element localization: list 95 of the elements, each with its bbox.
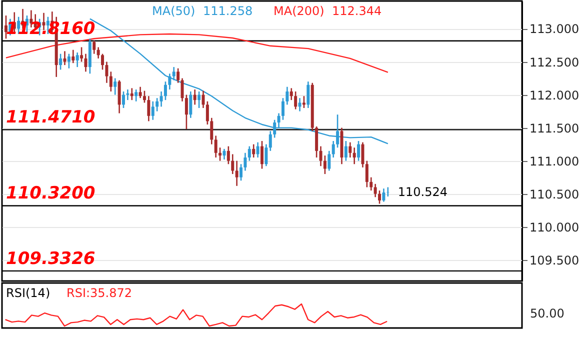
candlestick	[76, 52, 79, 68]
candlestick	[286, 86, 289, 106]
candlestick	[298, 97, 302, 112]
text: RSI:35.872	[66, 286, 132, 300]
candlestick	[180, 78, 184, 102]
candlestick	[306, 80, 310, 109]
candlestick	[72, 49, 75, 64]
candlestick	[164, 80, 167, 101]
candlestick	[290, 88, 293, 101]
candlestick	[226, 146, 230, 165]
candlestick	[240, 163, 243, 182]
candlestick	[84, 53, 88, 72]
candlestick	[218, 146, 222, 162]
candlestick	[147, 95, 150, 122]
ref-line-label: 109.3326	[6, 248, 96, 269]
candlestick	[96, 46, 100, 60]
candlestick	[248, 146, 251, 162]
candlestick	[202, 90, 205, 109]
text: 50.00	[530, 306, 564, 320]
candlestick	[294, 90, 298, 110]
y-tick-label: 110.000	[530, 220, 580, 234]
annotation: 112.344	[332, 4, 382, 18]
y-tick-label: 110.500	[530, 187, 580, 202]
annotation: 110.524	[398, 185, 448, 200]
candlestick	[126, 88, 130, 101]
candlestick	[268, 130, 272, 152]
candlestick	[63, 50, 66, 66]
candlestick	[252, 144, 256, 158]
candlestick	[365, 160, 368, 188]
candlestick	[114, 78, 117, 96]
candlestick	[109, 71, 112, 92]
candlestick	[142, 90, 146, 104]
candlestick	[281, 97, 284, 121]
y-tick-label: 112.500	[530, 55, 580, 70]
y-tick-label: 111.500	[530, 121, 580, 136]
candlestick	[105, 61, 108, 84]
candlestick	[328, 150, 331, 172]
candlestick	[302, 95, 306, 109]
text: MA(50)	[152, 4, 196, 18]
candlestick	[256, 142, 260, 158]
candlestick	[134, 88, 138, 102]
candlestick	[168, 72, 172, 90]
candlestick	[193, 88, 196, 106]
candlestick	[206, 100, 209, 126]
candlestick	[156, 97, 159, 112]
candlestick	[176, 68, 180, 84]
candlestick	[344, 140, 348, 162]
candlestick	[357, 140, 360, 162]
candlestick	[184, 94, 188, 130]
y-tick-label: 111.000	[530, 154, 580, 168]
candlestick	[138, 86, 142, 99]
candlestick	[210, 117, 214, 145]
candlestick	[122, 90, 125, 109]
line-series	[5, 33, 389, 73]
candlestick	[67, 53, 70, 70]
chart-title: RSI(14)	[6, 286, 50, 300]
candlestick	[160, 90, 163, 108]
candlestick	[244, 152, 247, 172]
candlestick	[352, 146, 356, 165]
candlestick	[189, 90, 192, 119]
candlestick	[277, 112, 280, 128]
y-tick-label: 113.000	[530, 22, 580, 36]
y-tick-label: 109.500	[530, 253, 580, 268]
candlestick	[323, 154, 326, 175]
candlestick	[235, 160, 238, 187]
candlestick	[370, 176, 373, 192]
candlestick	[273, 119, 276, 138]
candlestick	[59, 53, 62, 70]
candlestick	[151, 100, 154, 121]
annotation: 111.258	[203, 4, 253, 18]
candlestick	[315, 126, 318, 158]
candlestick	[319, 146, 322, 167]
candlestick	[222, 148, 226, 160]
candlestick	[361, 142, 364, 168]
candlestick	[348, 142, 352, 158]
candlestick	[332, 140, 335, 158]
candlestick	[118, 80, 121, 114]
candlestick	[386, 186, 390, 198]
candlestick	[80, 46, 84, 62]
text: MA(200)	[274, 4, 324, 18]
candlestick	[198, 90, 201, 109]
candlestick	[374, 183, 377, 198]
candlestick	[260, 140, 264, 170]
candlestick	[382, 188, 386, 202]
candlestick	[92, 40, 96, 54]
candlestick	[214, 135, 218, 158]
ref-line-label: 111.4710	[6, 108, 96, 128]
candlestick	[231, 154, 234, 175]
ref-line-label: 110.3200	[6, 184, 96, 204]
candlestick	[101, 53, 104, 70]
candlestick	[130, 88, 134, 101]
candlestick	[378, 190, 382, 204]
y-tick-label: 112.000	[530, 88, 580, 102]
candlestick	[264, 144, 268, 167]
candlestick	[172, 66, 176, 81]
